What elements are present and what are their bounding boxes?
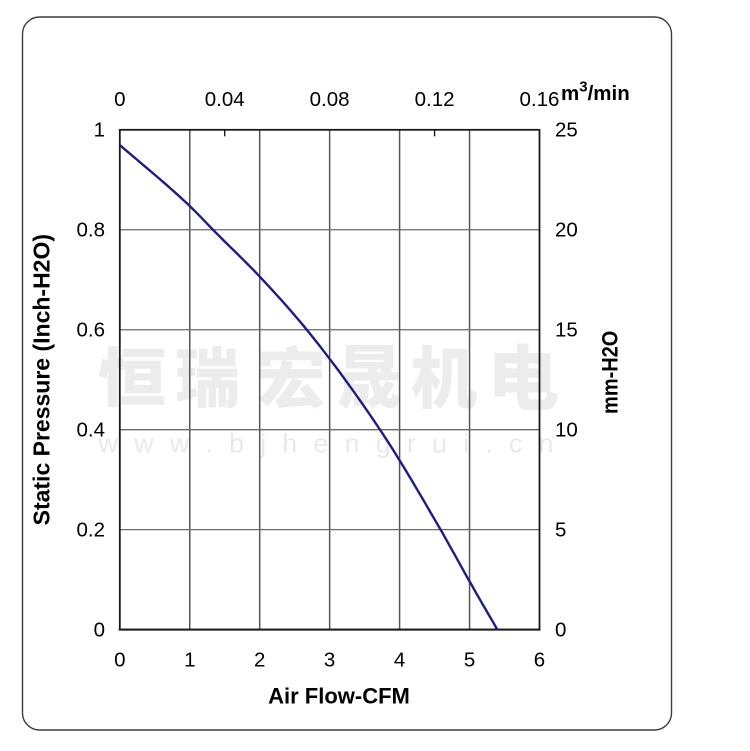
- svg-text:mm-H2O: mm-H2O: [599, 331, 623, 414]
- svg-text:3: 3: [324, 648, 335, 671]
- svg-text:0: 0: [94, 618, 105, 641]
- svg-text:Air Flow-CFM: Air Flow-CFM: [268, 684, 410, 709]
- svg-text:0.4: 0.4: [77, 418, 106, 441]
- svg-text:w w w . b j h e n g r u i . c: w w w . b j h e n g r u i . c n: [98, 429, 554, 459]
- svg-text:m3/min: m3/min: [561, 78, 630, 105]
- svg-text:0: 0: [555, 618, 566, 641]
- svg-text:25: 25: [555, 119, 578, 142]
- svg-text:1: 1: [184, 648, 195, 671]
- svg-text:20: 20: [555, 219, 578, 242]
- svg-text:0.04: 0.04: [205, 88, 245, 111]
- svg-text:5: 5: [555, 518, 566, 541]
- svg-text:0.2: 0.2: [77, 518, 106, 541]
- svg-text:0.16: 0.16: [520, 88, 560, 111]
- svg-text:Static Pressure (Inch-H2O): Static Pressure (Inch-H2O): [29, 234, 55, 525]
- svg-text:15: 15: [555, 318, 578, 341]
- svg-text:6: 6: [534, 648, 545, 671]
- svg-text:0.6: 0.6: [77, 318, 106, 341]
- svg-text:2: 2: [254, 648, 265, 671]
- svg-text:4: 4: [394, 648, 405, 671]
- svg-text:0: 0: [114, 648, 125, 671]
- svg-text:0: 0: [114, 88, 125, 111]
- svg-text:10: 10: [555, 418, 578, 441]
- svg-text:0.8: 0.8: [77, 219, 106, 242]
- svg-text:0.12: 0.12: [415, 88, 455, 111]
- svg-text:0.08: 0.08: [310, 88, 350, 111]
- svg-text:1: 1: [94, 119, 105, 142]
- svg-text:5: 5: [464, 648, 475, 671]
